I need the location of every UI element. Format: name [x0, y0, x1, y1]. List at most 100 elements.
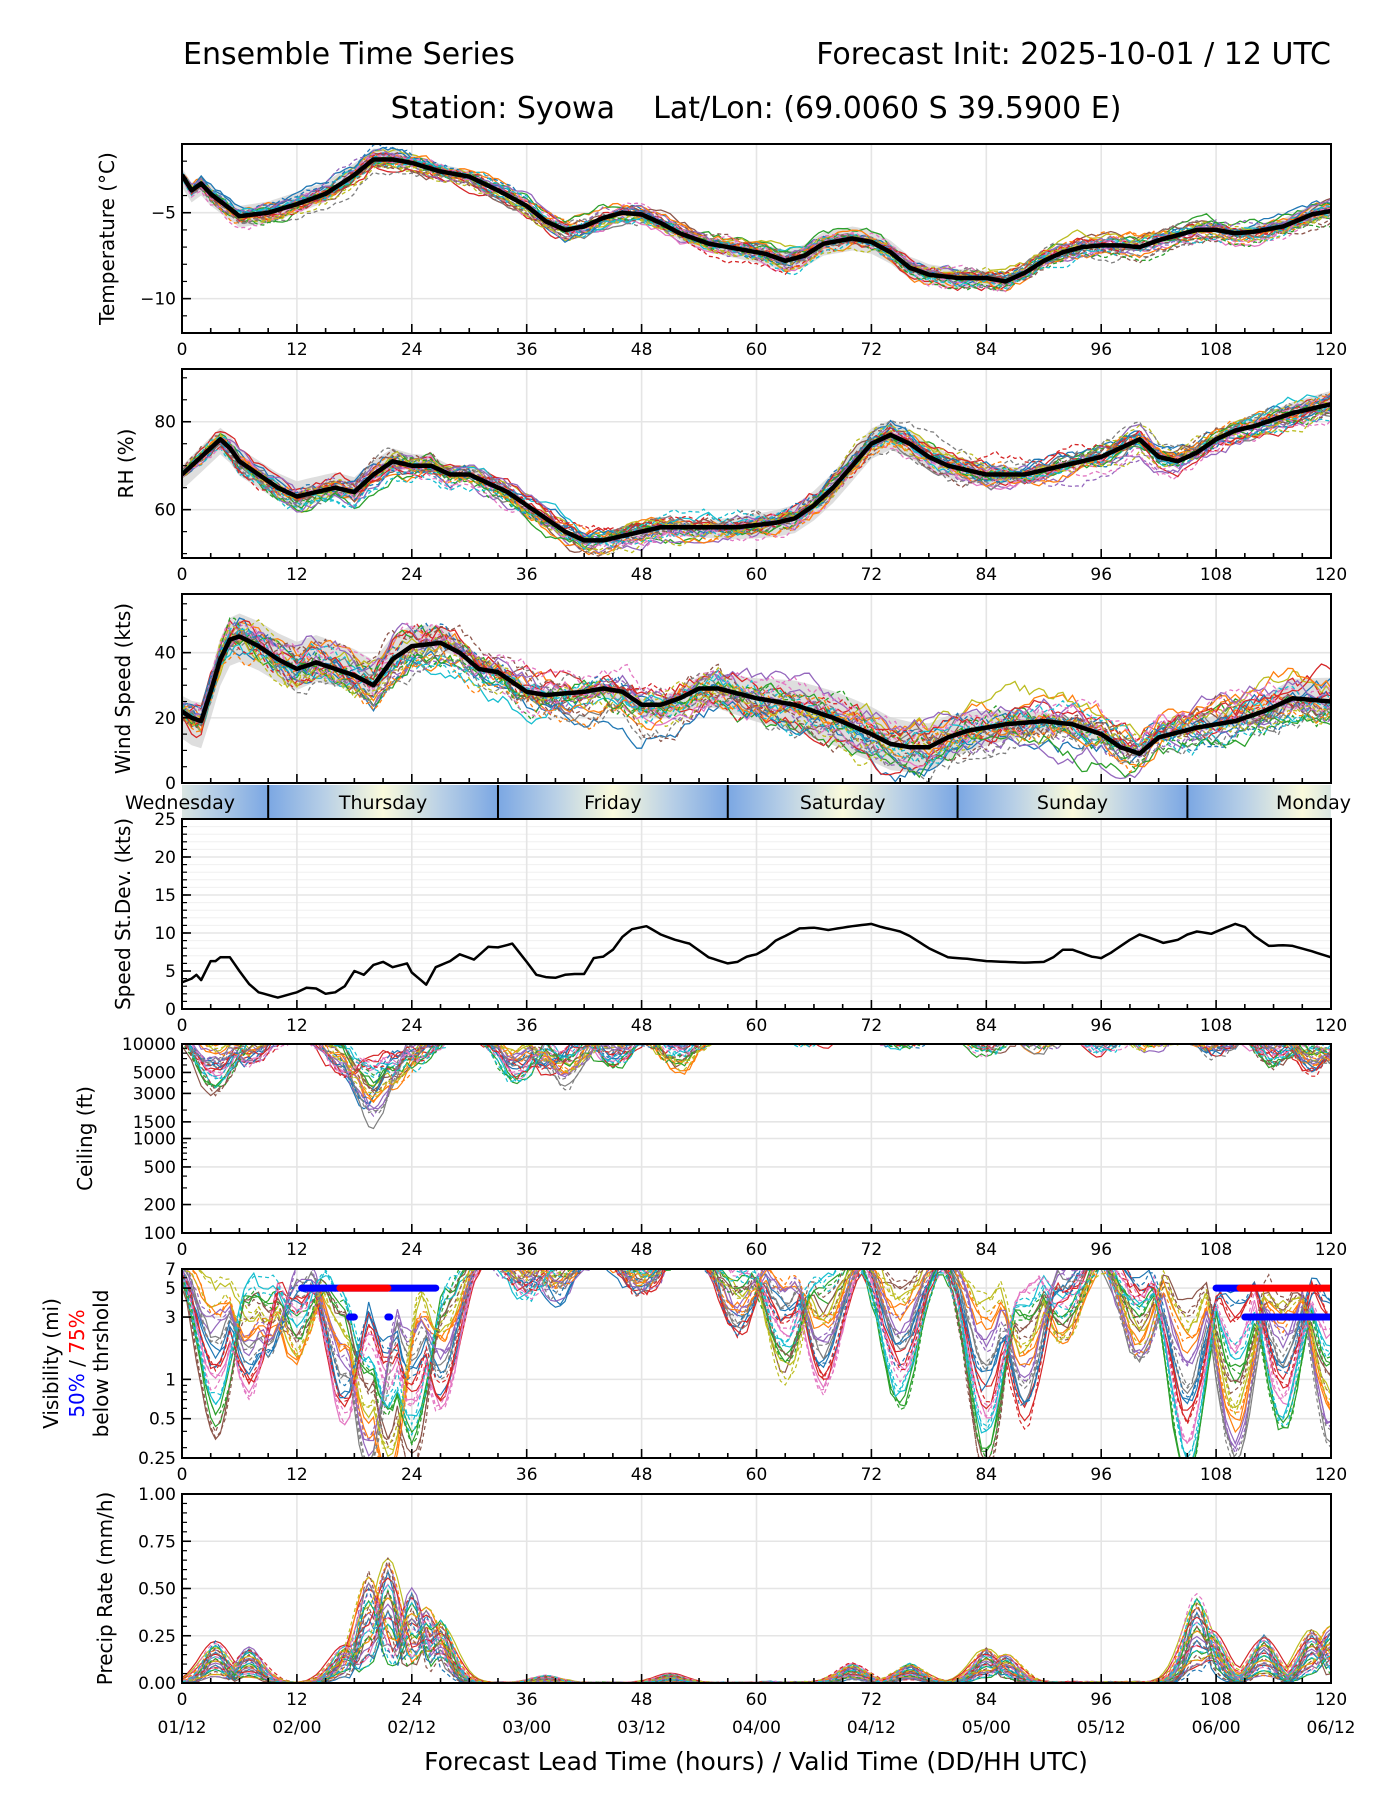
y-tick-label: 40	[154, 644, 176, 664]
x-tick-label: 108	[1200, 1690, 1232, 1710]
ensemble-member-line	[182, 151, 1331, 279]
ensemble-member-line	[202, 1044, 1331, 1097]
x-tick-label: 0	[177, 1690, 188, 1710]
x-tick-label: 72	[861, 1690, 883, 1710]
x-tick-label: 48	[631, 1016, 653, 1036]
x-tick-label: 24	[401, 1240, 423, 1260]
station-subtitle: Station: Syowa Lat/Lon: (69.0060 S 39.59…	[391, 91, 1122, 126]
y-tick-label: 5	[165, 962, 176, 982]
x-tick-label: 24	[401, 1690, 423, 1710]
x-tick-label: 0	[177, 565, 188, 585]
x-tick-label: 12	[286, 1690, 308, 1710]
ensemble-member-line	[182, 1269, 1331, 1458]
ensemble-member-line	[182, 160, 1331, 292]
x-tick-label: 108	[1200, 1465, 1232, 1485]
x-tick-label: 120	[1315, 1465, 1347, 1485]
y-tick-label: 1	[165, 1370, 176, 1390]
ensemble-member-line	[185, 1044, 1331, 1089]
valid-time-label: 05/12	[1077, 1718, 1126, 1738]
valid-time-label: 02/12	[387, 1718, 436, 1738]
y-axis-label: Speed St.Dev. (kts)	[111, 818, 135, 1010]
y-tick-label: −10	[140, 290, 176, 310]
x-tick-label: 48	[631, 340, 653, 360]
day-label: Sunday	[1037, 792, 1108, 814]
x-tick-label: 12	[286, 1016, 308, 1036]
y-tick-label: 0.00	[138, 1674, 176, 1694]
plot-area	[182, 613, 1331, 783]
x-tick-label: 96	[1090, 1016, 1112, 1036]
y-tick-label: 100	[144, 1224, 176, 1244]
day-label: Friday	[584, 792, 642, 814]
ensemble-member-line	[207, 1044, 1331, 1099]
x-tick-label: 12	[286, 340, 308, 360]
ensemble-member-line	[182, 415, 1331, 548]
ensemble-member-line	[187, 1044, 1331, 1083]
x-tick-label: 24	[401, 565, 423, 585]
y-tick-label: 0.75	[138, 1532, 176, 1552]
y-tick-label: 5	[165, 1279, 176, 1299]
x-tick-label: 84	[975, 1240, 997, 1260]
x-tick-label: 36	[516, 1240, 538, 1260]
ensemble-member-line	[182, 621, 1331, 753]
x-tick-label: 36	[516, 1690, 538, 1710]
x-tick-label: 36	[516, 340, 538, 360]
y-tick-label: 0	[165, 774, 176, 794]
x-tick-label: 60	[746, 1690, 768, 1710]
ensemble-member-line	[182, 1269, 1331, 1422]
y-tick-label: 1000	[133, 1130, 176, 1150]
y-tick-label: 10000	[122, 1035, 176, 1055]
x-tick-label: 96	[1090, 340, 1112, 360]
x-tick-label: 0	[177, 1016, 188, 1036]
ensemble-member-line	[184, 1044, 1331, 1115]
day-segment	[182, 785, 269, 818]
ensemble-member-line	[207, 1044, 1331, 1094]
y-axis-label: Ceiling (ft)	[73, 1086, 97, 1191]
panel-precip: 0.00 0.25 0.50 0.75 1.00 0 12 24 36 48 60 72 84 96 108…	[93, 1485, 1356, 1738]
plot-area	[182, 144, 1331, 293]
ensemble-member-line	[182, 161, 1331, 281]
x-tick-label: 72	[861, 1240, 883, 1260]
x-tick-label: 0	[177, 340, 188, 360]
ensemble-member-line	[182, 1269, 1331, 1450]
y-tick-label: 3	[165, 1308, 176, 1328]
y-tick-label: 20	[154, 848, 176, 868]
ensemble-member-line	[183, 1044, 1331, 1088]
x-tick-label: 120	[1315, 1016, 1347, 1036]
valid-time-label: 03/00	[502, 1718, 551, 1738]
ensemble-member-line	[182, 1586, 1331, 1683]
ensemble-member-line	[191, 1044, 1331, 1074]
y-axis-label: Temperature (°C)	[95, 152, 119, 326]
x-tick-label: 96	[1090, 565, 1112, 585]
x-tick-label: 12	[286, 565, 308, 585]
ensemble-member-line	[182, 1269, 1331, 1458]
ensemble-member-line	[197, 1044, 1331, 1110]
y-axis-label: RH (%)	[114, 429, 138, 499]
ensemble-member-line	[182, 406, 1331, 550]
panel-rh: 60 80 0 12 24 36 48 60 72 84 96 108 120 RH (%)	[114, 368, 1347, 585]
y-tick-label: 0.50	[138, 1580, 176, 1600]
x-tick-label: 0	[177, 1465, 188, 1485]
panel-temperature: −10 −5 0 12 24 36 48 60 72 84 96 108 120 Temperature …	[95, 143, 1347, 360]
x-tick-label: 0	[177, 1240, 188, 1260]
ensemble-member-line	[196, 1269, 1331, 1451]
x-tick-label: 48	[631, 1240, 653, 1260]
valid-time-label: 02/00	[272, 1718, 321, 1738]
x-tick-label: 84	[975, 1465, 997, 1485]
ensemble-member-line	[182, 1596, 1331, 1683]
y-tick-label: 15	[154, 886, 176, 906]
ensemble-member-line	[182, 394, 1331, 545]
forecast-init-label: Forecast Init: 2025-10-01 / 12 UTC	[816, 37, 1331, 72]
x-tick-label: 96	[1090, 1240, 1112, 1260]
ensemble-member-line	[186, 1044, 1331, 1130]
day-segment	[1187, 785, 1331, 818]
x-tick-label: 24	[401, 1465, 423, 1485]
ensemble-member-line	[182, 1269, 1331, 1458]
x-tick-label: 84	[975, 565, 997, 585]
ensemble-member-line	[189, 1044, 1331, 1100]
x-tick-label: 120	[1315, 565, 1347, 585]
y-tick-label: 0	[165, 1000, 176, 1020]
x-tick-label: 12	[286, 1240, 308, 1260]
plot-area	[182, 390, 1331, 557]
